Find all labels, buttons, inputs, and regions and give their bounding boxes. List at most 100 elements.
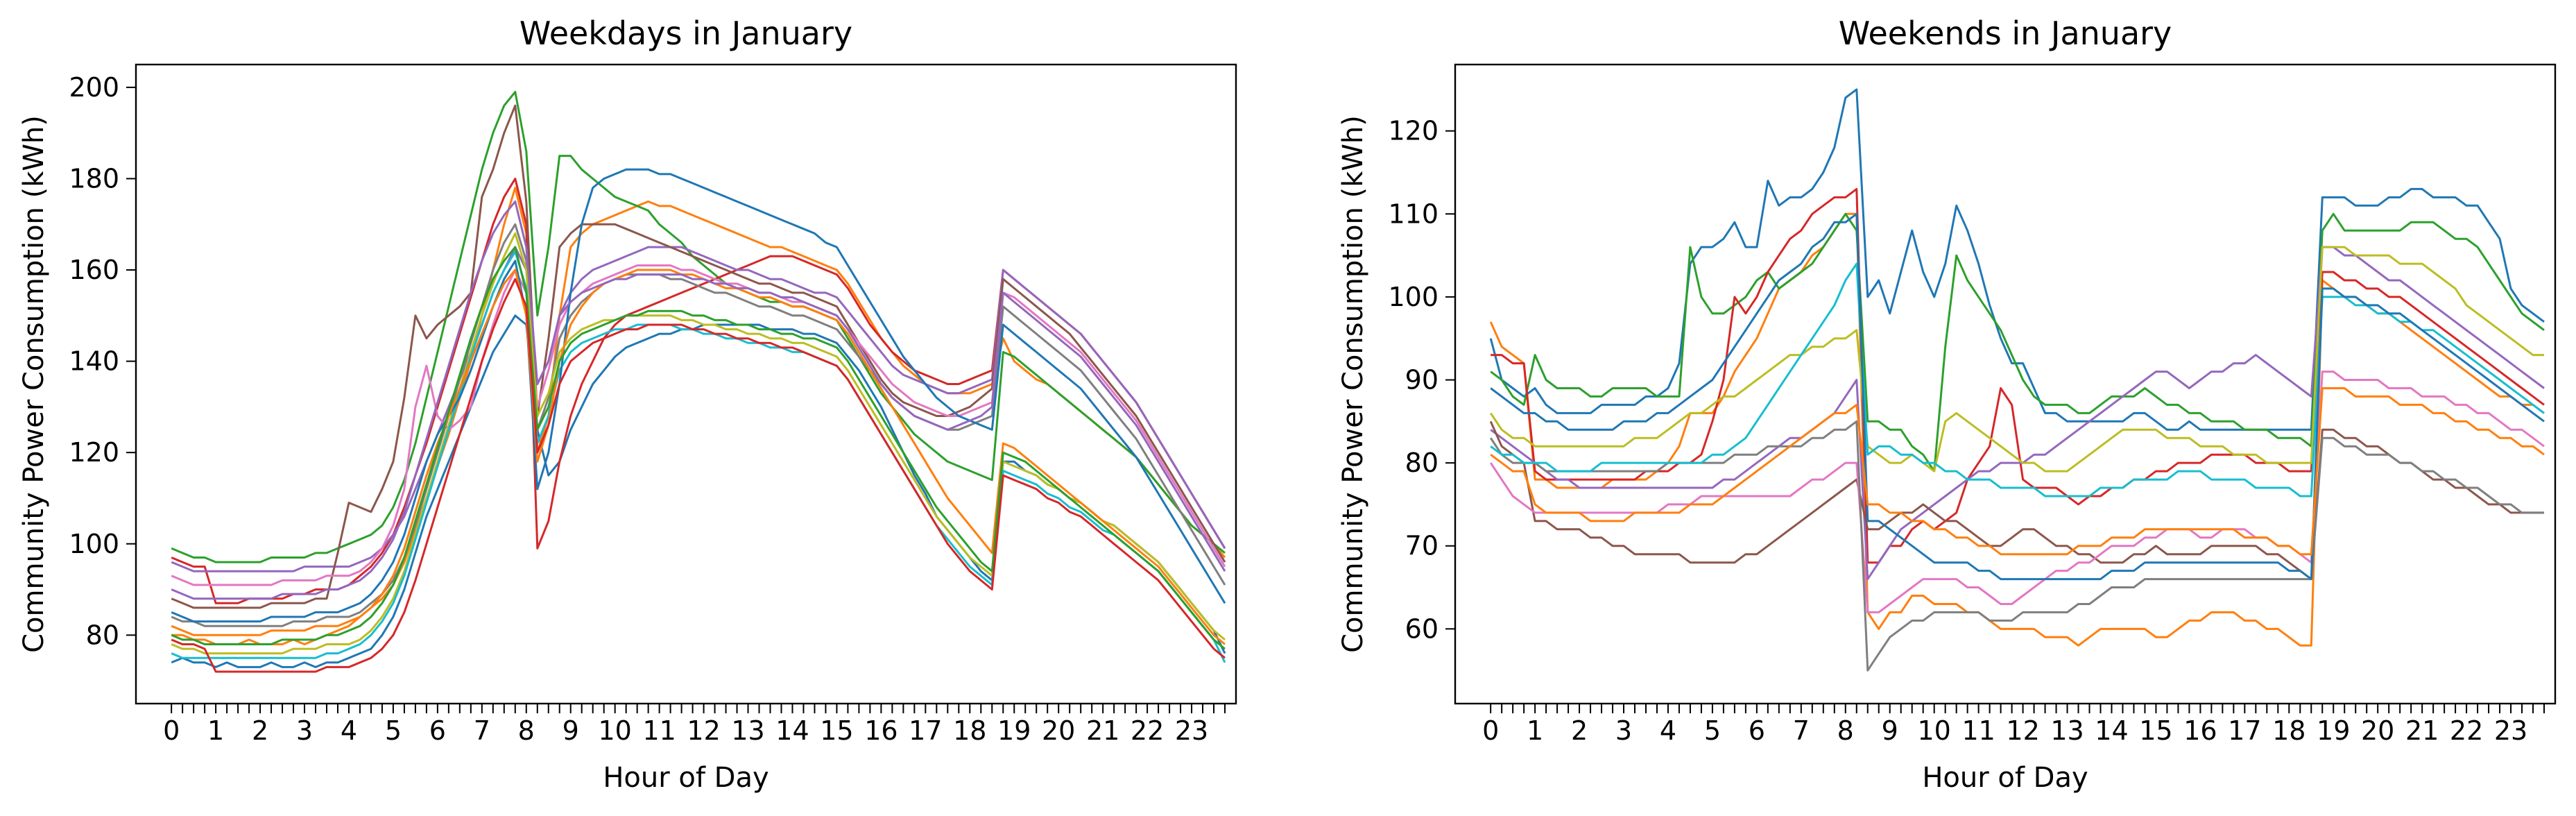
weekdays-x-tick-label: 3 [296,715,313,746]
weekends-y-tick-label: 60 [1405,613,1439,644]
weekdays-x-tick-label: 22 [1131,715,1164,746]
weekends-y-axis-label: Community Power Consumption (kWh) [1337,115,1369,653]
weekends-x-tick-label: 20 [2361,715,2394,746]
weekdays-series-line-15 [171,200,1226,600]
weekdays-x-tick-label: 16 [864,715,898,746]
weekdays-series-line-13 [171,246,1226,650]
weekends-x-tick-label: 11 [1961,715,1995,746]
weekends-series-line-12 [1490,387,2545,556]
weekdays-x-tick-label: 1 [207,715,224,746]
weekdays-x-tick-label: 23 [1175,715,1208,746]
weekdays-x-tick-label: 15 [820,715,853,746]
weekdays-y-tick-label: 80 [86,620,119,650]
weekends-y-tick-label: 120 [1388,116,1439,146]
weekends-x-axis-label: Hour of Day [1922,762,2088,794]
weekends-series-line-1 [1489,88,2545,431]
weekends-y-tick-label: 110 [1388,198,1439,229]
weekends-x-tick-label: 7 [1793,715,1810,746]
weekends-chart-title: Weekends in January [1839,15,2172,52]
weekends-x-tick-label: 8 [1837,715,1854,746]
weekdays-x-tick-label: 10 [598,715,631,746]
weekdays-series-line-12 [171,269,1226,645]
weekdays-plot-frame [135,63,1237,705]
weekdays-chart-panel: 0 1 2 3 4 5 6 7 8 9 10 11 12 13 14 15 16 17 18 19 20 21 22 23 8… [18,15,1237,794]
weekends-series-line-6 [1489,420,2544,581]
weekends-y-tick-label: 100 [1388,282,1439,312]
weekdays-x-tick-label: 8 [518,715,535,746]
weekends-series-line-8 [1489,420,2544,672]
weekends-series-line-9 [1489,246,2544,473]
weekends-x-tick-label: 17 [2228,715,2261,746]
weekdays-x-tick-label: 5 [385,715,402,746]
weekdays-series-line-7 [171,264,1226,586]
weekends-series-group [1489,88,2545,672]
weekdays-x-tick-label: 21 [1086,715,1119,746]
weekends-x-tick-label: 6 [1749,715,1765,746]
weekdays-series-line-5 [171,246,1226,572]
weekdays-x-tick-label: 11 [642,715,676,746]
weekdays-y-axis-label: Community Power Consumption (kWh) [18,115,50,653]
weekdays-series-line-10 [171,250,1226,663]
weekdays-series-line-14 [171,278,1226,673]
weekends-series-line-5 [1490,246,2545,581]
weekends-x-tick-label: 21 [2405,715,2439,746]
weekends-x-tick-label: 5 [1704,715,1721,746]
weekends-x-tick-label: 22 [2450,715,2483,746]
weekends-x-ticks: 0 1 2 3 4 5 6 7 8 9 10 11 12 13 14 15 16 17 18 19 20 21 22 23 [1482,704,2545,746]
weekends-y-ticks: 60 70 80 90 100 110 120 [1388,116,1455,644]
weekends-x-tick-label: 1 [1527,715,1543,746]
weekends-x-tick-label: 9 [1882,715,1898,746]
weekdays-y-tick-label: 140 [69,346,119,377]
weekends-x-tick-label: 4 [1660,715,1676,746]
weekdays-series-line-11 [171,168,1226,623]
weekdays-x-tick-label: 2 [252,715,268,746]
weekends-x-tick-label: 23 [2494,715,2527,746]
weekdays-x-tick-label: 13 [731,715,764,746]
weekdays-series-line-8 [171,223,1226,627]
weekends-x-tick-label: 0 [1482,715,1499,746]
weekends-y-tick-label: 80 [1405,448,1439,478]
weekdays-chart-title: Weekdays in January [520,15,852,52]
weekdays-series-line-9 [171,232,1226,655]
weekends-x-tick-label: 18 [2272,715,2305,746]
weekdays-x-tick-label: 20 [1042,715,1075,746]
weekdays-x-tick-label: 14 [775,715,809,746]
weekends-series-line-3 [1490,212,2545,473]
weekends-series-line-4 [1491,187,2545,564]
weekdays-x-tick-label: 18 [953,715,986,746]
weekends-series-line-11 [1490,212,2545,581]
weekends-chart-panel: 0 1 2 3 4 5 6 7 8 9 10 11 12 13 14 15 16 17 18 19 20 21 22 23 6… [1337,15,2557,794]
weekdays-x-axis-label: Hour of Day [603,762,768,794]
weekdays-y-tick-label: 160 [69,255,119,285]
weekdays-series-line-3 [171,91,1226,563]
weekends-y-tick-label: 70 [1405,531,1439,561]
weekends-x-tick-label: 15 [2139,715,2172,746]
weekdays-y-tick-label: 180 [69,163,119,194]
weekdays-x-tick-label: 17 [909,715,942,746]
weekdays-x-tick-label: 9 [563,715,579,746]
weekdays-series-line-6 [171,104,1226,609]
weekends-series-line-7 [1489,371,2545,613]
weekdays-x-tick-label: 0 [163,715,180,746]
weekends-x-tick-label: 10 [1917,715,1950,746]
weekends-plot-frame [1454,63,2557,705]
weekends-x-tick-label: 19 [2317,715,2350,746]
weekdays-x-ticks: 0 1 2 3 4 5 6 7 8 9 10 11 12 13 14 15 16 17 18 19 20 21 22 23 [163,704,1226,746]
weekdays-x-tick-label: 7 [474,715,490,746]
weekends-x-tick-label: 12 [2006,715,2039,746]
weekdays-y-tick-label: 100 [69,529,119,559]
weekdays-y-tick-label: 200 [69,72,119,103]
weekends-x-tick-label: 2 [1571,715,1588,746]
weekdays-x-tick-label: 19 [997,715,1031,746]
weekends-x-tick-label: 13 [2050,715,2084,746]
weekdays-series-group [171,91,1226,673]
weekdays-y-tick-label: 120 [69,437,119,468]
weekends-x-tick-label: 14 [2095,715,2128,746]
weekdays-y-ticks: 80 100 120 140 160 180 200 [69,72,136,650]
weekends-y-tick-label: 90 [1405,365,1439,396]
weekends-x-tick-label: 16 [2183,715,2217,746]
weekends-x-tick-label: 3 [1615,715,1632,746]
weekends-series-line-10 [1490,262,2545,498]
